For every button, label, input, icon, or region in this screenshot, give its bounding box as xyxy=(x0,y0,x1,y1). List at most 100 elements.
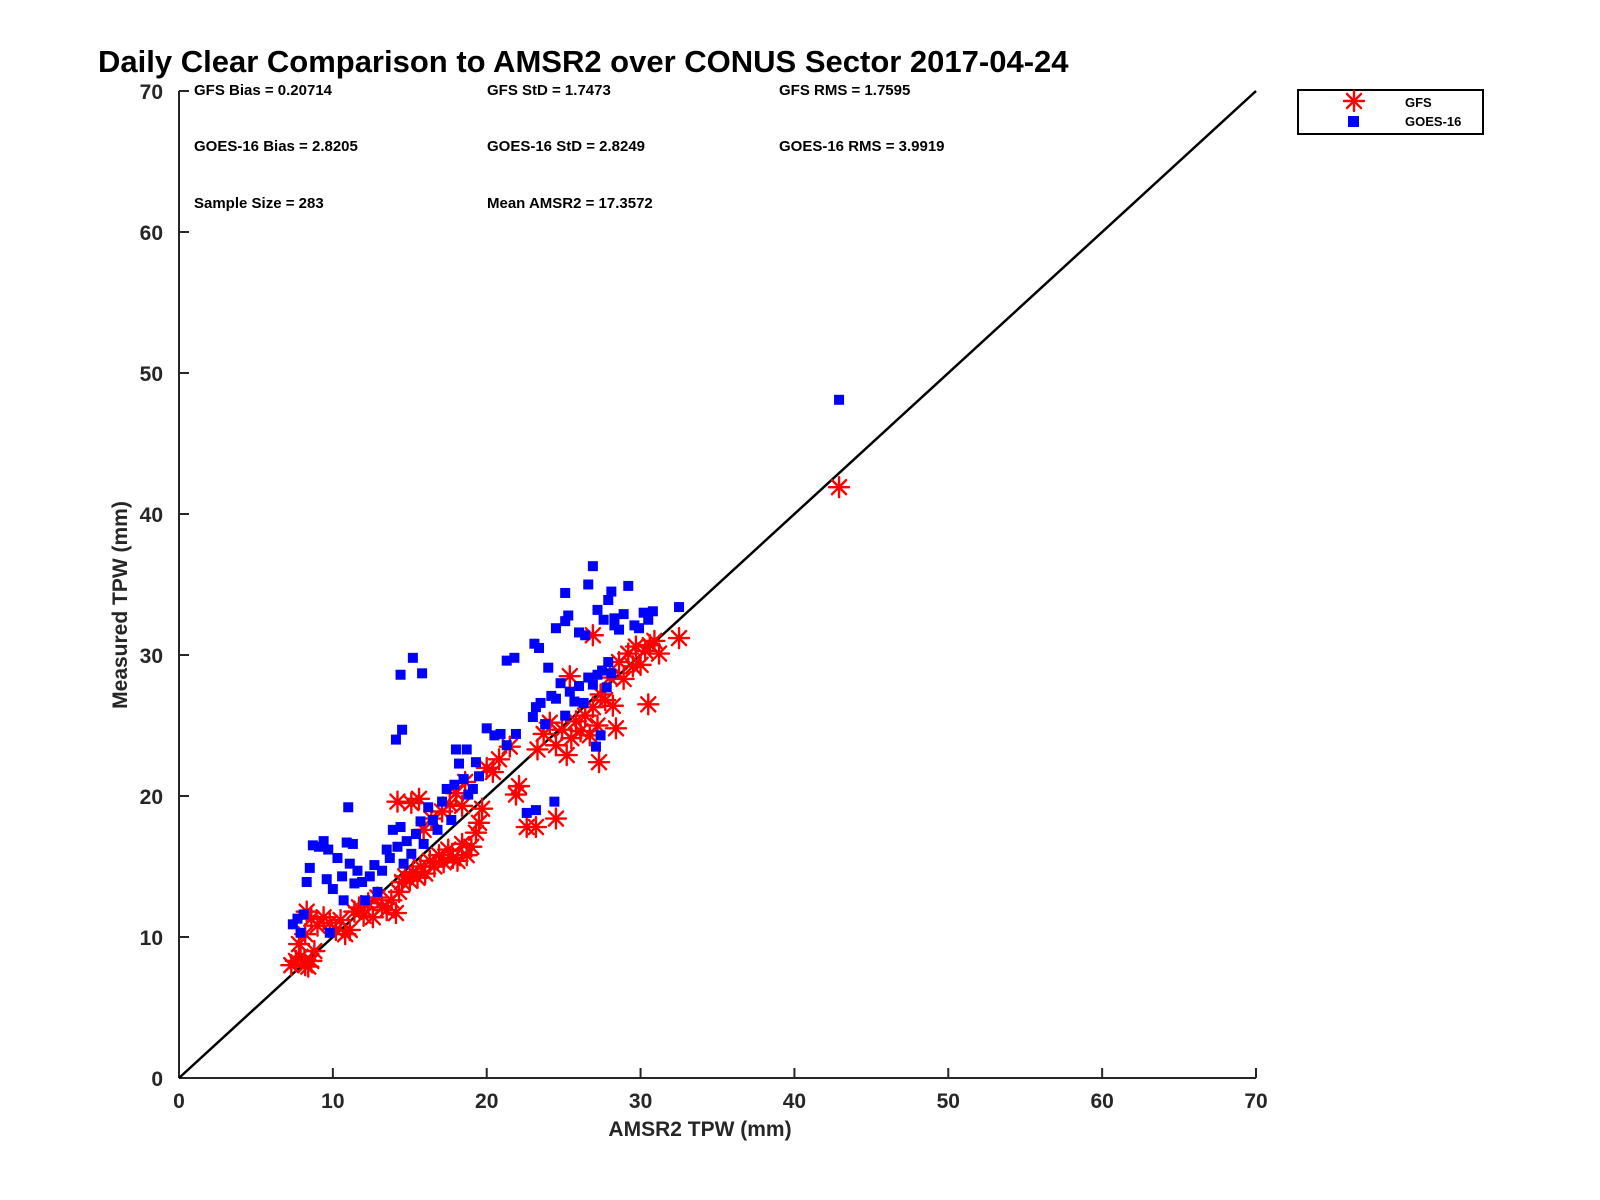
goes16-point xyxy=(598,614,609,625)
gfs-point xyxy=(386,790,409,813)
y-axis-ticks: 0 10 20 30 40 50 60 70 xyxy=(140,81,189,1091)
goes16-point xyxy=(392,841,403,852)
goes16-point xyxy=(590,741,601,752)
gfs-point xyxy=(560,726,583,750)
goes16-point xyxy=(501,740,512,751)
goes16-point xyxy=(372,886,383,897)
goes16-point xyxy=(595,730,606,741)
goes16-point xyxy=(381,844,392,855)
gfs-point xyxy=(555,743,578,767)
legend-gfs-asterisk xyxy=(1342,89,1366,113)
goes16-point xyxy=(364,871,375,882)
gfs-point xyxy=(470,797,494,820)
goes16-point xyxy=(397,724,408,735)
goes16-point xyxy=(337,871,348,882)
gfs-point xyxy=(526,738,549,761)
x-tick-label: 50 xyxy=(937,1090,960,1113)
goes16-point xyxy=(301,877,312,888)
goes16-point xyxy=(347,838,358,849)
goes16-series xyxy=(287,394,845,938)
x-axis-label: AMSR2 TPW (mm) xyxy=(608,1118,791,1141)
goes16-point xyxy=(555,678,566,689)
goes16-point xyxy=(304,862,315,873)
goes16-point xyxy=(587,679,598,690)
goes16-point xyxy=(395,669,406,680)
goes16-point xyxy=(603,657,614,668)
goes16-point xyxy=(415,816,426,827)
goes16-point xyxy=(674,602,685,613)
goes16-point xyxy=(410,829,421,840)
legend-goes16-label: GOES-16 xyxy=(1405,114,1461,129)
goes16-point xyxy=(307,840,318,851)
goes16-point xyxy=(387,824,398,835)
gfs-point xyxy=(487,748,511,771)
goes16-point xyxy=(601,682,612,693)
legend-gfs-marker xyxy=(1342,89,1366,113)
goes16-point xyxy=(578,697,589,708)
gfs-point xyxy=(460,835,483,858)
gfs-point xyxy=(407,787,431,811)
stat-goes-bias: GOES-16 Bias = 2.8205 xyxy=(194,138,358,155)
goes16-point xyxy=(292,913,303,924)
goes16-point xyxy=(560,616,571,627)
y-tick-label: 70 xyxy=(140,81,163,104)
goes16-point xyxy=(427,814,438,825)
goes16-point xyxy=(314,841,325,852)
legend-goes16-marker xyxy=(1348,116,1359,127)
goes16-point xyxy=(606,586,617,597)
goes16-point xyxy=(390,734,401,745)
goes16-point xyxy=(510,728,521,739)
x-tick-label: 20 xyxy=(475,1090,498,1113)
gfs-point xyxy=(587,750,611,774)
goes16-point xyxy=(603,595,614,606)
goes16-point xyxy=(298,909,309,920)
goes16-point xyxy=(450,744,461,755)
goes16-point xyxy=(587,561,598,572)
goes16-point xyxy=(369,860,380,871)
x-tick-label: 40 xyxy=(783,1090,806,1113)
goes16-point xyxy=(623,580,634,591)
goes16-point xyxy=(417,668,428,679)
y-tick-label: 40 xyxy=(140,504,163,527)
goes16-point xyxy=(295,927,306,938)
goes16-point xyxy=(540,719,551,730)
goes16-point xyxy=(535,697,546,708)
goes16-point xyxy=(324,927,335,938)
goes16-point xyxy=(643,614,654,625)
y-tick-label: 10 xyxy=(140,927,163,950)
goes16-point xyxy=(583,579,594,590)
goes16-point xyxy=(614,624,625,635)
goes16-point xyxy=(527,712,538,723)
goes16-point xyxy=(592,604,603,615)
goes16-point xyxy=(597,665,608,676)
goes16-point xyxy=(401,836,412,847)
stat-goes-std: GOES-16 StD = 2.8249 xyxy=(487,138,645,155)
goes16-point xyxy=(501,655,512,666)
goes16-point xyxy=(481,723,492,734)
gfs-series xyxy=(280,476,851,978)
x-tick-label: 30 xyxy=(629,1090,652,1113)
y-tick-label: 0 xyxy=(151,1068,163,1091)
gfs-point xyxy=(667,626,691,650)
goes16-point xyxy=(495,728,506,739)
goes16-point xyxy=(550,693,561,704)
y-tick-label: 60 xyxy=(140,222,163,245)
legend-gfs-label: GFS xyxy=(1405,95,1432,110)
goes16-point xyxy=(474,771,485,782)
goes16-point xyxy=(384,853,395,864)
gfs-point xyxy=(384,901,408,925)
goes16-point xyxy=(344,858,355,869)
goes16-point xyxy=(407,652,418,663)
goes16-point xyxy=(332,853,343,864)
goes16-point xyxy=(321,874,332,885)
goes16-point xyxy=(530,805,541,816)
gfs-point xyxy=(647,642,671,665)
goes16-point xyxy=(446,814,457,825)
goes16-point xyxy=(318,836,329,847)
goes16-point xyxy=(638,607,649,618)
goes16-point xyxy=(395,822,406,833)
gfs-point xyxy=(464,821,488,844)
goes16-point xyxy=(574,681,585,692)
